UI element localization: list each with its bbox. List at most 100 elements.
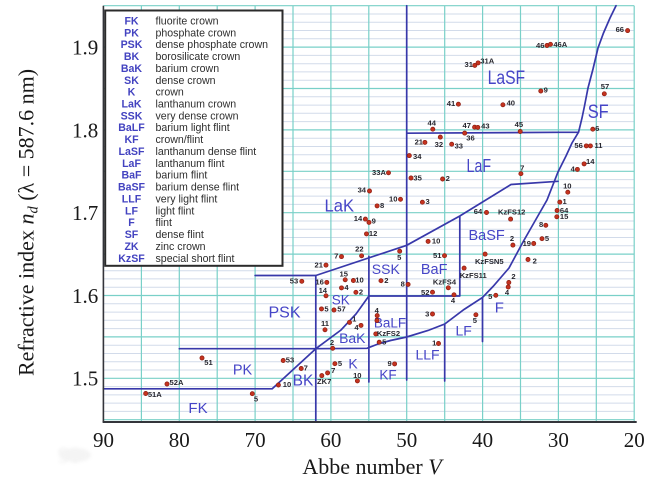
svg-text:5: 5 <box>473 316 478 325</box>
svg-text:9: 9 <box>544 85 548 94</box>
svg-text:ZK: ZK <box>124 241 138 253</box>
svg-text:4: 4 <box>354 323 359 332</box>
svg-text:56: 56 <box>574 141 582 150</box>
svg-text:PK: PK <box>124 27 139 39</box>
svg-text:4: 4 <box>451 296 456 305</box>
svg-text:43: 43 <box>481 121 489 130</box>
svg-text:52: 52 <box>421 288 429 297</box>
svg-text:53: 53 <box>290 277 298 286</box>
svg-text:31A: 31A <box>480 56 494 65</box>
svg-text:16: 16 <box>315 278 323 287</box>
svg-text:LF: LF <box>456 323 472 339</box>
svg-text:2: 2 <box>510 234 514 243</box>
svg-text:5: 5 <box>382 337 387 346</box>
svg-text:10: 10 <box>283 380 291 389</box>
svg-text:barium dense flint: barium dense flint <box>156 182 240 194</box>
svg-text:35: 35 <box>413 173 422 182</box>
svg-text:70: 70 <box>245 428 266 452</box>
svg-text:21: 21 <box>314 260 323 269</box>
svg-text:barium light flint: barium light flint <box>156 122 230 134</box>
svg-text:30: 30 <box>548 428 569 452</box>
svg-text:KzFS12: KzFS12 <box>498 208 525 217</box>
svg-text:12: 12 <box>369 229 377 238</box>
svg-text:K: K <box>348 356 358 372</box>
svg-text:44: 44 <box>427 118 436 127</box>
svg-text:phosphate crown: phosphate crown <box>156 27 237 39</box>
svg-text:K: K <box>128 87 136 99</box>
svg-text:KzFS4: KzFS4 <box>433 278 457 287</box>
svg-text:borosilicate crown: borosilicate crown <box>156 51 241 63</box>
svg-text:5: 5 <box>397 253 402 262</box>
svg-text:PSK: PSK <box>121 39 143 51</box>
svg-text:1.8: 1.8 <box>72 118 98 142</box>
svg-text:14: 14 <box>354 214 363 223</box>
svg-text:flint: flint <box>156 217 173 229</box>
svg-text:14: 14 <box>586 157 595 166</box>
svg-text:9: 9 <box>387 359 391 368</box>
svg-text:SK: SK <box>332 293 350 308</box>
svg-text:crown: crown <box>156 87 184 99</box>
svg-text:dense phosphate crown: dense phosphate crown <box>156 39 269 51</box>
svg-text:lanthanum dense flint: lanthanum dense flint <box>156 146 257 158</box>
svg-text:15: 15 <box>560 212 569 221</box>
svg-text:barium crown: barium crown <box>156 63 220 75</box>
svg-text:21: 21 <box>415 138 424 147</box>
svg-text:8: 8 <box>539 220 543 229</box>
svg-text:LaK: LaK <box>121 99 141 111</box>
svg-text:33: 33 <box>455 142 463 151</box>
svg-text:22: 22 <box>355 245 363 254</box>
svg-text:7: 7 <box>334 252 338 261</box>
svg-text:5: 5 <box>338 359 343 368</box>
svg-text:SF: SF <box>125 229 139 241</box>
svg-text:special short flint: special short flint <box>156 253 235 265</box>
svg-text:6: 6 <box>595 124 599 133</box>
svg-text:5: 5 <box>488 292 493 301</box>
svg-text:BaF: BaF <box>421 262 448 278</box>
svg-text:4: 4 <box>344 283 349 292</box>
svg-text:2: 2 <box>384 276 388 285</box>
svg-text:PSK: PSK <box>268 305 300 322</box>
svg-text:barium flint: barium flint <box>156 170 208 182</box>
svg-text:LaSF: LaSF <box>119 146 145 158</box>
svg-text:lanthanum flint: lanthanum flint <box>156 158 225 170</box>
svg-text:32: 32 <box>435 140 443 149</box>
svg-text:BaK: BaK <box>121 63 143 75</box>
svg-text:3: 3 <box>425 197 429 206</box>
svg-text:36: 36 <box>466 134 474 143</box>
svg-text:34: 34 <box>413 152 422 161</box>
svg-text:34: 34 <box>358 185 367 194</box>
svg-text:LaSF: LaSF <box>488 68 526 89</box>
svg-text:4: 4 <box>571 165 576 174</box>
svg-text:lanthanum crown: lanthanum crown <box>156 99 237 111</box>
svg-text:4: 4 <box>375 306 380 315</box>
svg-text:1.6: 1.6 <box>72 284 98 308</box>
svg-text:dense flint: dense flint <box>156 229 204 241</box>
svg-text:90: 90 <box>93 428 114 452</box>
svg-text:64: 64 <box>474 207 483 216</box>
svg-text:LaK: LaK <box>325 196 355 216</box>
svg-text:very dense crown: very dense crown <box>156 110 239 122</box>
svg-text:LaF: LaF <box>122 158 141 170</box>
svg-text:KF: KF <box>124 134 139 146</box>
svg-text:51: 51 <box>204 358 213 367</box>
svg-text:1.7: 1.7 <box>72 201 98 225</box>
svg-text:BaSF: BaSF <box>468 228 504 244</box>
svg-text:33A: 33A <box>372 168 386 177</box>
svg-text:64: 64 <box>560 206 569 215</box>
svg-text:BK: BK <box>124 51 140 63</box>
svg-text:LLF: LLF <box>122 193 142 205</box>
svg-text:8: 8 <box>380 201 384 210</box>
svg-text:1: 1 <box>352 314 357 323</box>
svg-text:9: 9 <box>372 217 376 226</box>
svg-text:66: 66 <box>616 25 624 34</box>
svg-text:BaLF: BaLF <box>118 122 145 134</box>
svg-text:7: 7 <box>331 366 335 375</box>
svg-text:2: 2 <box>533 256 537 265</box>
svg-text:57: 57 <box>601 82 609 91</box>
svg-text:50: 50 <box>396 428 417 452</box>
svg-text:10: 10 <box>432 236 440 245</box>
svg-text:1.9: 1.9 <box>72 36 98 60</box>
svg-text:41: 41 <box>447 99 456 108</box>
svg-text:80: 80 <box>169 428 190 452</box>
svg-text:FK: FK <box>124 15 138 27</box>
